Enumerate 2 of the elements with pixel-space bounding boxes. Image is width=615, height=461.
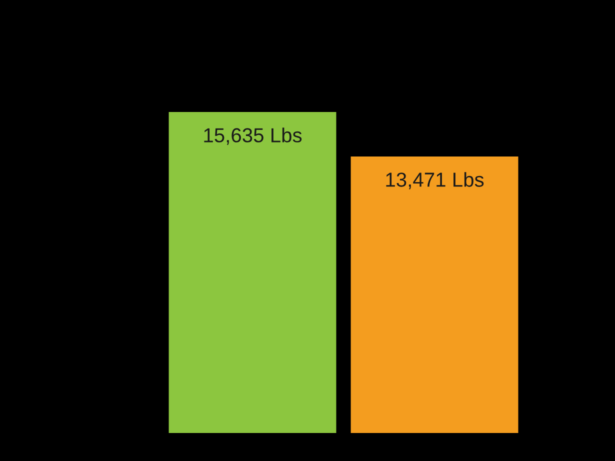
data-label: 15,635 Lbs	[204, 128, 302, 145]
data-label: 13,471 Lbs	[386, 172, 484, 190]
